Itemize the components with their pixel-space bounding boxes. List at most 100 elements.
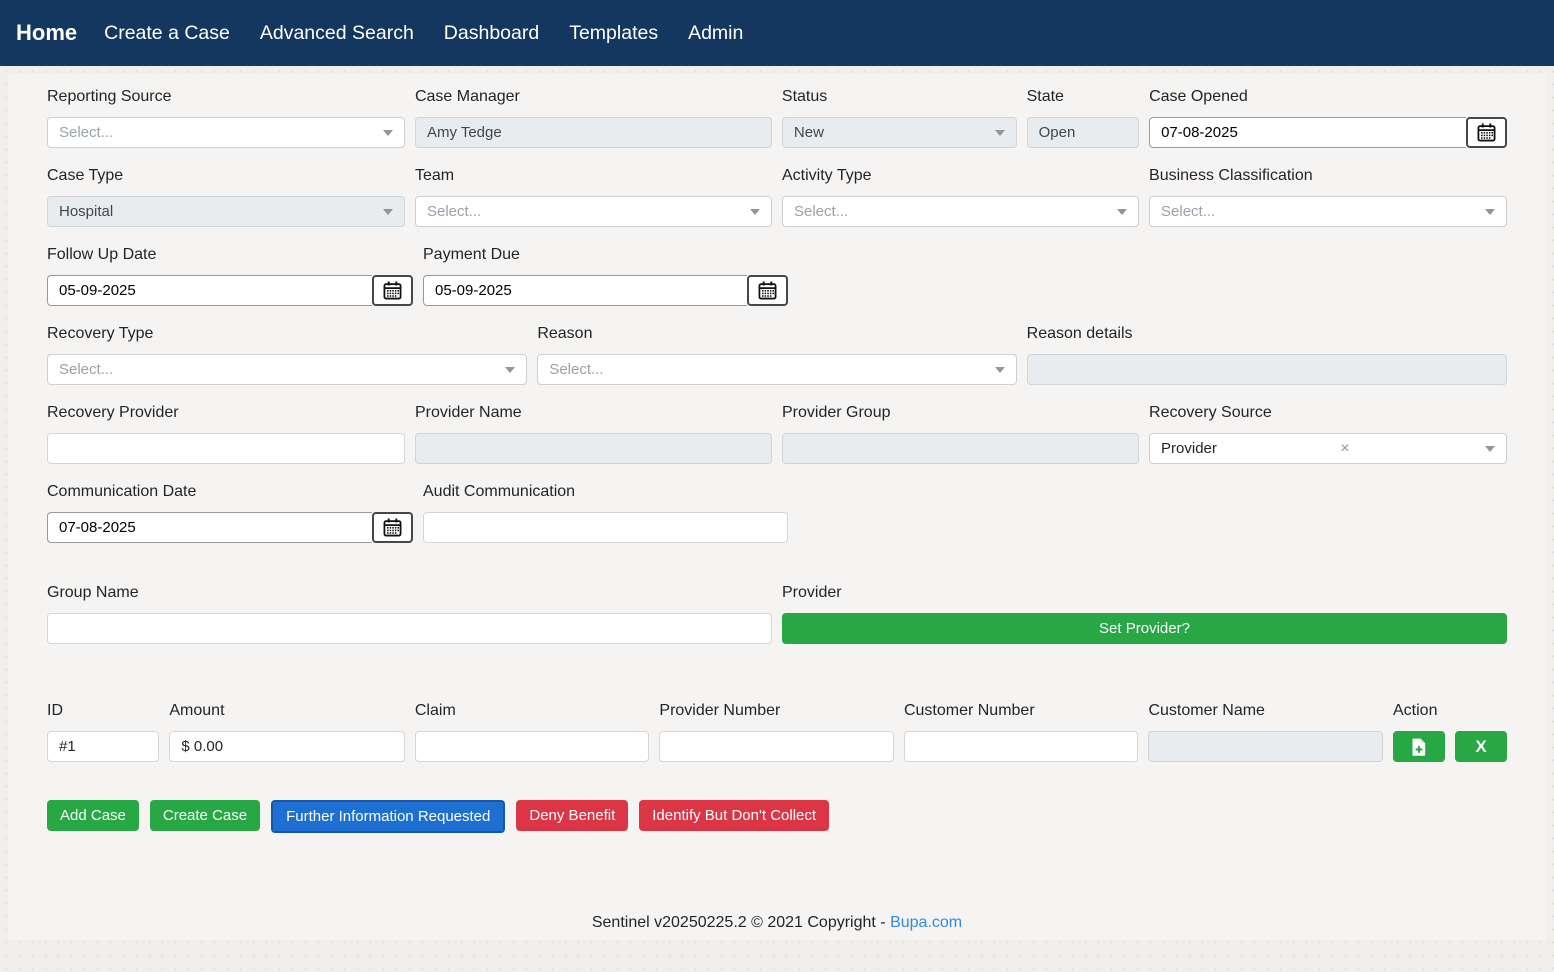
claim-label: Claim <box>414 702 456 719</box>
chevron-down-icon <box>750 208 760 215</box>
identify-but-dont-collect-button[interactable]: Identify But Don't Collect <box>639 800 830 831</box>
payment-due-label: Payment Due <box>423 246 520 263</box>
reporting-source-placeholder: Select... <box>59 124 114 141</box>
reason-details-label: Reason details <box>1026 325 1133 342</box>
file-plus-icon <box>1412 738 1426 756</box>
further-information-requested-button[interactable]: Further Information Requested <box>271 800 506 833</box>
nav-admin[interactable]: Admin <box>688 21 744 44</box>
add-claim-button[interactable] <box>1393 731 1445 762</box>
claim-customer-name-input <box>1148 731 1383 762</box>
communication-date-label: Communication Date <box>47 483 197 500</box>
recovery-source-value: Provider <box>1161 440 1217 457</box>
nav-home[interactable]: Home <box>16 20 78 45</box>
recovery-source-select[interactable]: Provider × <box>1149 433 1507 464</box>
form-row-1: Reporting Source Select... Case Manager … <box>47 88 1507 148</box>
set-provider-button[interactable]: Set Provider? <box>782 613 1507 644</box>
add-case-button[interactable]: Add Case <box>47 800 139 831</box>
nav-advanced-search[interactable]: Advanced Search <box>259 21 414 44</box>
claim-provider-number-input[interactable] <box>659 731 894 762</box>
state-input <box>1026 117 1140 148</box>
remove-claim-button[interactable]: X <box>1455 731 1507 762</box>
claim-action-label: Action <box>1393 702 1438 719</box>
clear-x-icon[interactable]: × <box>1340 439 1350 457</box>
communication-date-calendar-button[interactable] <box>372 512 413 543</box>
recovery-provider-input[interactable] <box>47 433 405 464</box>
nav-create-a-case[interactable]: Create a Case <box>104 21 230 44</box>
form-row-2: Case Type Hospital Team Select... Activi… <box>47 167 1507 227</box>
provider-group-input <box>782 433 1140 464</box>
reason-select[interactable]: Select... <box>537 354 1017 385</box>
reporting-source-select[interactable]: Select... <box>47 117 405 148</box>
form-row-5: Recovery Provider Provider Name Provider… <box>47 404 1507 464</box>
chevron-down-icon <box>1117 208 1128 215</box>
claim-customer-number-label: Customer Number <box>903 702 1035 719</box>
claim-amount-label: Amount <box>169 702 225 719</box>
recovery-type-placeholder: Select... <box>59 361 114 378</box>
claim-provider-number-label: Provider Number <box>659 702 781 719</box>
recovery-type-select[interactable]: Select... <box>47 354 528 385</box>
calendar-icon <box>758 281 777 300</box>
chevron-down-icon <box>1485 208 1495 215</box>
case-opened-input[interactable] <box>1149 117 1466 148</box>
audit-communication-input[interactable] <box>423 512 788 543</box>
provider-name-label: Provider Name <box>414 404 522 421</box>
case-manager-input <box>414 117 772 148</box>
reason-placeholder: Select... <box>549 361 604 378</box>
reason-label: Reason <box>537 325 593 342</box>
case-type-label: Case Type <box>47 167 124 184</box>
claim-input[interactable] <box>414 731 650 762</box>
claims-row: ID Amount Claim Provider Number Customer… <box>47 702 1507 762</box>
audit-communication-label: Audit Communication <box>423 483 576 500</box>
navbar: Home Create a Case Advanced Search Dashb… <box>0 0 1554 66</box>
case-manager-label: Case Manager <box>414 88 520 105</box>
case-form-card: Reporting Source Select... Case Manager … <box>8 74 1546 940</box>
create-case-button[interactable]: Create Case <box>149 800 261 831</box>
claim-id-input[interactable] <box>47 731 160 762</box>
claim-customer-name-label: Customer Name <box>1148 702 1265 719</box>
action-button-bar: Add Case Create Case Further Information… <box>47 800 1507 833</box>
form-row-6: Communication Date <box>47 483 1507 543</box>
nav-dashboard[interactable]: Dashboard <box>443 21 540 44</box>
recovery-source-label: Recovery Source <box>1149 404 1272 421</box>
activity-type-select[interactable]: Select... <box>782 196 1140 227</box>
case-type-select[interactable]: Hospital <box>47 196 405 227</box>
calendar-icon <box>383 518 402 537</box>
reason-details-input <box>1026 354 1507 385</box>
case-opened-calendar-button[interactable] <box>1466 117 1507 148</box>
activity-type-label: Activity Type <box>782 167 872 184</box>
payment-due-input[interactable] <box>423 275 747 306</box>
payment-due-calendar-button[interactable] <box>747 275 788 306</box>
footer-version-text: Sentinel v20250225.2 © 2021 Copyright - <box>591 914 891 931</box>
nav-templates[interactable]: Templates <box>569 21 659 44</box>
team-label: Team <box>414 167 455 184</box>
status-label: Status <box>781 88 828 105</box>
communication-date-input[interactable] <box>47 512 372 543</box>
business-classification-placeholder: Select... <box>1161 203 1216 220</box>
chevron-down-icon <box>994 129 1005 136</box>
recovery-provider-label: Recovery Provider <box>47 404 179 421</box>
calendar-icon <box>383 281 402 300</box>
bupa-link[interactable]: Bupa.com <box>890 914 963 931</box>
group-name-label: Group Name <box>47 584 139 601</box>
team-select[interactable]: Select... <box>414 196 772 227</box>
status-value: New <box>793 124 824 141</box>
status-select[interactable]: New <box>781 117 1017 148</box>
case-opened-label: Case Opened <box>1149 88 1248 105</box>
chevron-down-icon <box>505 366 516 373</box>
business-classification-select[interactable]: Select... <box>1149 196 1507 227</box>
provider-label: Provider <box>782 584 842 601</box>
deny-benefit-button[interactable]: Deny Benefit <box>516 800 629 831</box>
claim-amount-input[interactable] <box>169 731 405 762</box>
x-icon: X <box>1475 736 1487 756</box>
group-name-input[interactable] <box>47 613 772 644</box>
claim-customer-number-input[interactable] <box>903 731 1139 762</box>
chevron-down-icon <box>1485 445 1495 452</box>
calendar-icon <box>1477 123 1496 142</box>
follow-up-date-calendar-button[interactable] <box>372 275 413 306</box>
claim-id-label: ID <box>47 702 63 719</box>
footer: Sentinel v20250225.2 © 2021 Copyright - … <box>8 914 1546 932</box>
form-row-3: Follow Up Date <box>47 246 1507 306</box>
follow-up-date-input[interactable] <box>47 275 372 306</box>
follow-up-date-label: Follow Up Date <box>47 246 157 263</box>
reporting-source-label: Reporting Source <box>47 88 172 105</box>
